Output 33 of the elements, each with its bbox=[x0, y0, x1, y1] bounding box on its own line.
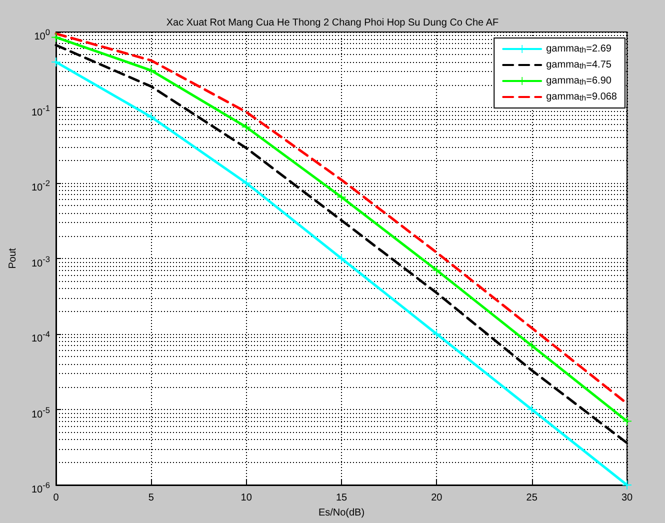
x-axis-title: Es/No(dB) bbox=[318, 507, 365, 518]
x-tick-label: 15 bbox=[336, 492, 348, 504]
point bbox=[527, 341, 536, 350]
x-tick-label: 25 bbox=[526, 492, 538, 504]
chart-title: Xac Xuat Rot Mang Cua He Thong 2 Chang Phoi Hop Su Dung Co Che AF bbox=[166, 18, 499, 28]
point bbox=[242, 178, 251, 188]
x-tick-label: 20 bbox=[431, 492, 443, 504]
x-tick-label: 30 bbox=[621, 492, 633, 504]
x-tick-label: 0 bbox=[53, 492, 60, 504]
point bbox=[146, 112, 156, 122]
y-tick-label: 10$^{-4}$ bbox=[31, 328, 50, 346]
point bbox=[337, 254, 346, 263]
point bbox=[146, 66, 156, 75]
y-tick-label: 10$^{0}$ bbox=[34, 26, 50, 44]
legend-label: gammath=9.068 bbox=[546, 92, 618, 102]
y-axis-title: Pout bbox=[8, 248, 18, 269]
y-tick-label: 10$^{-2}$ bbox=[31, 177, 50, 196]
point bbox=[337, 192, 346, 202]
y-tick-label: 10$^{-3}$ bbox=[31, 252, 50, 271]
point bbox=[242, 122, 251, 132]
x-tick-label: 5 bbox=[148, 492, 154, 504]
point bbox=[527, 405, 536, 414]
point bbox=[432, 266, 442, 275]
point bbox=[52, 58, 60, 67]
legend-label: gammath=6.90 bbox=[546, 76, 612, 86]
y-tick-label: 10$^{-1}$ bbox=[31, 102, 50, 120]
y-tick-label: 10$^{-5}$ bbox=[31, 404, 50, 422]
point bbox=[622, 416, 632, 426]
legend-label: gammath=2.69 bbox=[546, 44, 612, 54]
y-tick-label: 10$^{-6}$ bbox=[31, 479, 50, 498]
legend-label: gammath=4.75 bbox=[546, 60, 612, 70]
x-tick-label: 10 bbox=[240, 492, 252, 504]
point bbox=[432, 330, 442, 338]
